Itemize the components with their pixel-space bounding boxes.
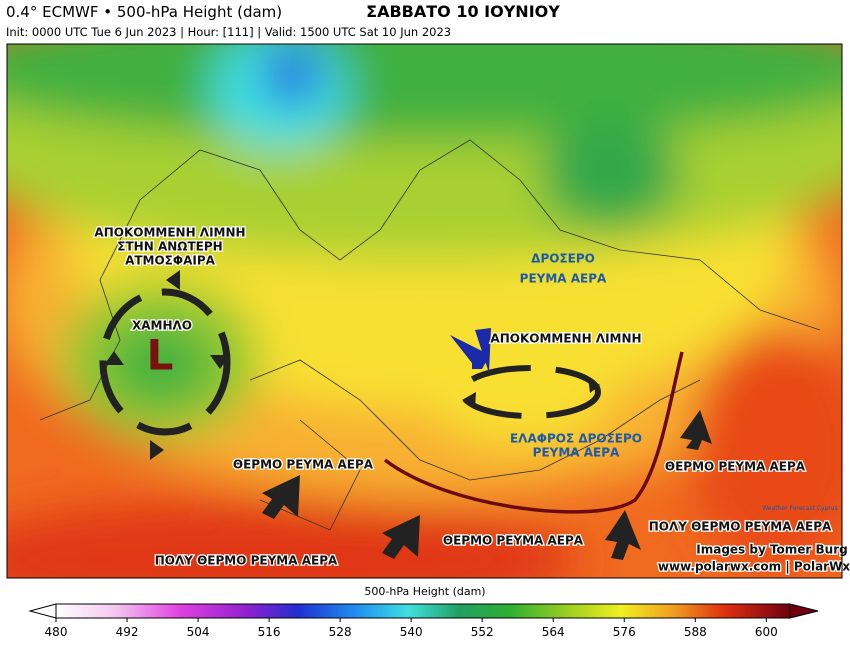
map <box>7 44 842 578</box>
annotation: ΘΕΡΜΟ ΡΕΥΜΑ ΑΕΡΑ <box>443 534 584 548</box>
map-frame <box>6 43 843 579</box>
annotation: ΑΠΟΚΟΜΜΕΝΗ ΛΙΜΝΗ <box>94 226 245 240</box>
colorbar-bar <box>55 603 791 619</box>
colorbar-extend <box>789 603 819 619</box>
tick-label: 540 <box>400 625 423 639</box>
tick-label: 600 <box>755 625 778 639</box>
annotation: ΘΕΡΜΟ ΡΕΥΜΑ ΑΕΡΑ <box>233 458 374 472</box>
title: ΣΑΒΒΑΤΟ 10 ΙΟΥΝΙΟΥ <box>366 2 560 21</box>
tick-label: 516 <box>258 625 281 639</box>
credit: www.polarwx.com | PolarWx <box>658 560 850 574</box>
tick-label: 564 <box>542 625 565 639</box>
tick-label: 504 <box>187 625 210 639</box>
annotation: ΡΕΥΜΑ ΑΕΡΑ <box>533 446 620 460</box>
annotation: ΑΠΟΚΟΜΜΕΝΗ ΛΙΜΝΗ <box>490 332 641 346</box>
annotations: ΑΠΟΚΟΜΜΕΝΗ ΛΙΜΝΗ ΣΤΗΝ ΑΝΩΤΕΡΗ ΑΤΜΟΣΦΑΙΡΑ… <box>93 224 850 575</box>
annotation: ΕΛΑΦΡΟΣ ΔΡΟΣΕΡΟ <box>510 432 642 446</box>
annotation: ΣΤΗΝ ΑΝΩΤΕΡΗ <box>117 240 222 254</box>
tick-label: 480 <box>45 625 68 639</box>
product-label: 0.4° ECMWF • 500-hPa Height (dam) <box>6 3 282 21</box>
colorbar-title: 500-hPa Height (dam) <box>364 585 485 598</box>
annotation: ΡΕΥΜΑ ΑΕΡΑ <box>520 272 607 286</box>
annotation: ΑΤΜΟΣΦΑΙΡΑ <box>125 254 216 268</box>
logo: Weather Forecast Cyprus <box>762 505 837 512</box>
tick-label: 588 <box>684 625 707 639</box>
annotation: ΠΟΛΥ ΘΕΡΜΟ ΡΕΥΜΑ ΑΕΡΑ <box>155 554 338 568</box>
colorbar-extend <box>28 603 57 619</box>
tick-label: 576 <box>613 625 636 639</box>
tick-label: 528 <box>329 625 352 639</box>
credit: Images by Tomer Burg <box>696 543 847 557</box>
run-info: Init: 0000 UTC Tue 6 Jun 2023 | Hour: [1… <box>6 25 451 39</box>
annotation: ΔΡΟΣΕΡΟ <box>531 252 595 266</box>
low-symbol: L <box>147 331 174 380</box>
tick-label: 552 <box>471 625 494 639</box>
colorbar: 480 492 504 516 528 540 552 564 576 588 600 <box>28 603 819 639</box>
tick-label: 492 <box>116 625 139 639</box>
annotation: ΧΑΜΗΛΟ <box>132 319 192 333</box>
annotation: ΘΕΡΜΟ ΡΕΥΜΑ ΑΕΡΑ <box>665 460 806 474</box>
arrows <box>99 270 712 560</box>
annotation: ΠΟΛΥ ΘΕΡΜΟ ΡΕΥΜΑ ΑΕΡΑ <box>649 520 832 534</box>
